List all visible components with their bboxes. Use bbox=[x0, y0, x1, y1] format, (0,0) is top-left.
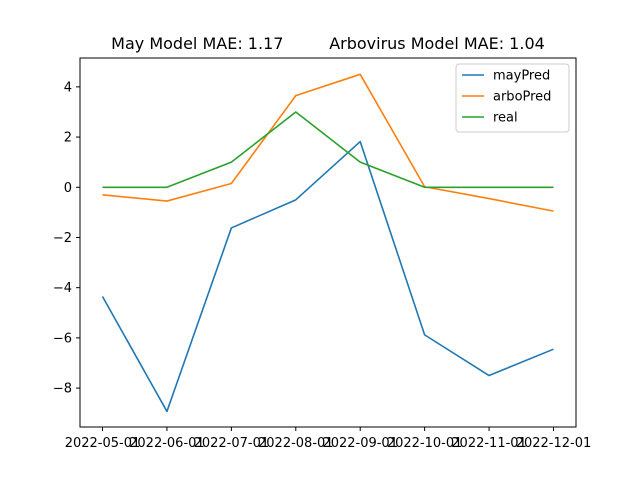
x-tick-label: 2022-08-01 bbox=[258, 436, 334, 451]
x-tick-label: 2022-09-01 bbox=[322, 436, 398, 451]
y-tick-label: 2 bbox=[64, 131, 72, 146]
x-tick-label: 2022-11-01 bbox=[451, 436, 527, 451]
series-line-mayPred bbox=[101, 140, 554, 413]
x-tick-label: 2022-10-01 bbox=[387, 436, 463, 451]
x-tick-label: 2022-05-01 bbox=[65, 436, 141, 451]
legend-label-mayPred: mayPred bbox=[493, 69, 550, 84]
series-line-arboPred bbox=[102, 73, 554, 212]
x-tick-label: 2022-06-01 bbox=[129, 436, 205, 451]
chart-title: May Model MAE: 1.17 Arbovirus Model MAE:… bbox=[111, 34, 545, 53]
y-tick-label: 0 bbox=[64, 181, 72, 196]
y-tick-label: 4 bbox=[64, 80, 72, 95]
series-line-real bbox=[102, 111, 554, 189]
x-axis: 2022-05-012022-06-012022-07-012022-08-01… bbox=[65, 427, 592, 451]
legend-box bbox=[455, 63, 570, 133]
x-tick-label: 2022-12-01 bbox=[516, 436, 592, 451]
y-tick-label: −4 bbox=[53, 281, 72, 296]
legend-label-arboPred: arboPred bbox=[493, 90, 551, 105]
plot-frame bbox=[79, 57, 577, 428]
y-axis: −8 −6 −4 −2 0 2 4 bbox=[53, 80, 80, 397]
legend-label-real: real bbox=[493, 111, 518, 126]
x-tick-label: 2022-07-01 bbox=[194, 436, 270, 451]
y-tick-label: −2 bbox=[53, 231, 72, 246]
y-tick-label: −6 bbox=[53, 331, 72, 346]
y-tick-label: −8 bbox=[53, 382, 72, 397]
legend: mayPred arboPred real bbox=[455, 63, 570, 133]
plot-lines bbox=[101, 73, 554, 413]
